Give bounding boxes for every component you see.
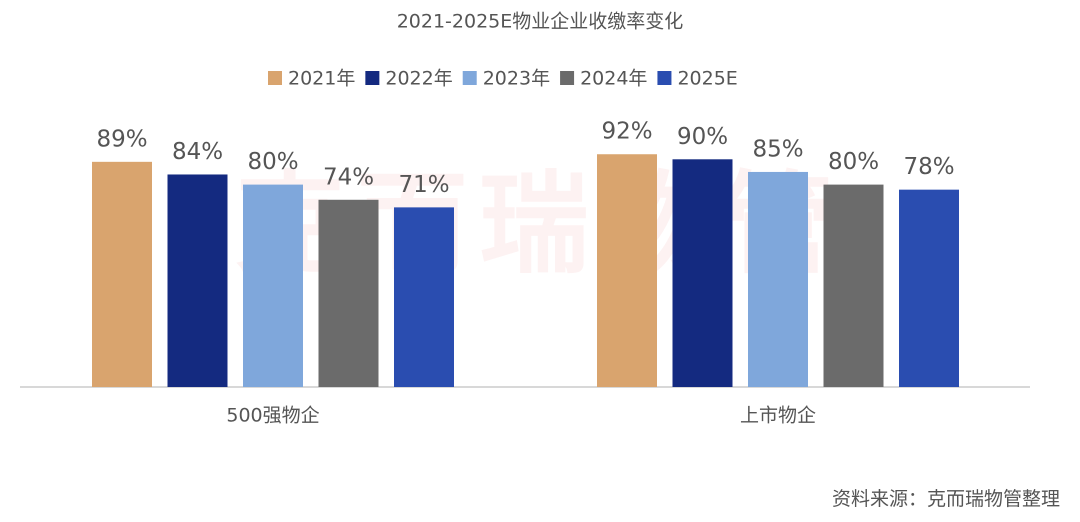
- data-label: 80%: [247, 149, 298, 175]
- data-label: 84%: [172, 139, 223, 165]
- legend-label: 2024年: [580, 68, 647, 90]
- bar: [394, 207, 454, 387]
- legend-swatch: [462, 71, 477, 85]
- legend-label: 2023年: [483, 68, 550, 90]
- data-label: 74%: [323, 164, 374, 190]
- bar: [748, 171, 808, 387]
- bar: [92, 161, 152, 387]
- bar: [823, 184, 884, 387]
- bar: [899, 189, 959, 387]
- data-label: 78%: [903, 154, 954, 180]
- legend-swatch: [560, 71, 575, 85]
- x-tick-label: 上市物企: [740, 405, 816, 427]
- data-label: 90%: [677, 124, 728, 150]
- legend-label: 2021年: [288, 68, 355, 90]
- x-tick-label: 500强物企: [226, 405, 319, 427]
- data-label: 80%: [828, 149, 879, 175]
- data-label: 89%: [96, 126, 147, 152]
- data-label: 71%: [398, 172, 449, 198]
- legend-swatch: [268, 71, 282, 85]
- bar: [672, 159, 733, 387]
- source-note: 资料来源：克而瑞物管整理: [832, 488, 1060, 510]
- bar: [167, 174, 228, 387]
- bar: [243, 184, 303, 387]
- chart-title: 2021-2025E物业企业收缴率变化: [397, 11, 684, 33]
- legend-swatch: [657, 71, 672, 85]
- data-label: 92%: [601, 119, 652, 145]
- bar: [597, 154, 657, 387]
- data-label: 85%: [752, 136, 803, 162]
- legend-label: 2025E: [677, 68, 737, 90]
- legend-swatch: [365, 71, 380, 85]
- legend-label: 2022年: [385, 68, 452, 90]
- bar: [318, 199, 379, 387]
